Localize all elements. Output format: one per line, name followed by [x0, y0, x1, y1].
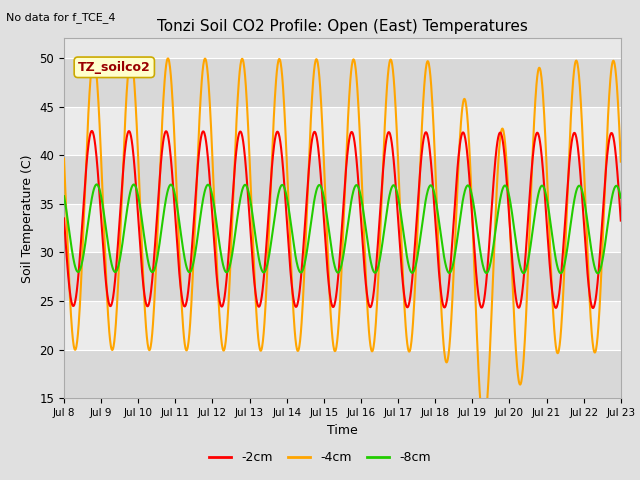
- Text: TZ_soilco2: TZ_soilco2: [78, 61, 150, 74]
- Bar: [64, 204, 621, 252]
- Text: No data for f_TCE_4: No data for f_TCE_4: [6, 12, 116, 23]
- Bar: [64, 155, 621, 204]
- Y-axis label: Soil Temperature (C): Soil Temperature (C): [21, 154, 34, 283]
- Bar: [64, 107, 621, 155]
- X-axis label: Time: Time: [327, 424, 358, 437]
- Bar: [64, 58, 621, 107]
- Title: Tonzi Soil CO2 Profile: Open (East) Temperatures: Tonzi Soil CO2 Profile: Open (East) Temp…: [157, 20, 528, 35]
- Legend: -2cm, -4cm, -8cm: -2cm, -4cm, -8cm: [204, 446, 436, 469]
- Bar: [64, 350, 621, 398]
- Bar: [64, 301, 621, 350]
- Bar: [64, 252, 621, 301]
